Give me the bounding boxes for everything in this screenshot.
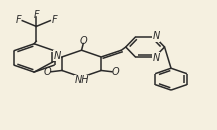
Text: N: N <box>152 31 159 41</box>
Text: N: N <box>152 53 159 63</box>
Text: F: F <box>33 10 39 20</box>
Text: F: F <box>16 15 21 25</box>
Text: NH: NH <box>74 75 89 85</box>
Text: F: F <box>51 15 57 25</box>
Text: N: N <box>54 51 61 61</box>
Text: O: O <box>44 67 51 77</box>
Text: O: O <box>79 36 87 46</box>
Text: O: O <box>112 67 119 77</box>
